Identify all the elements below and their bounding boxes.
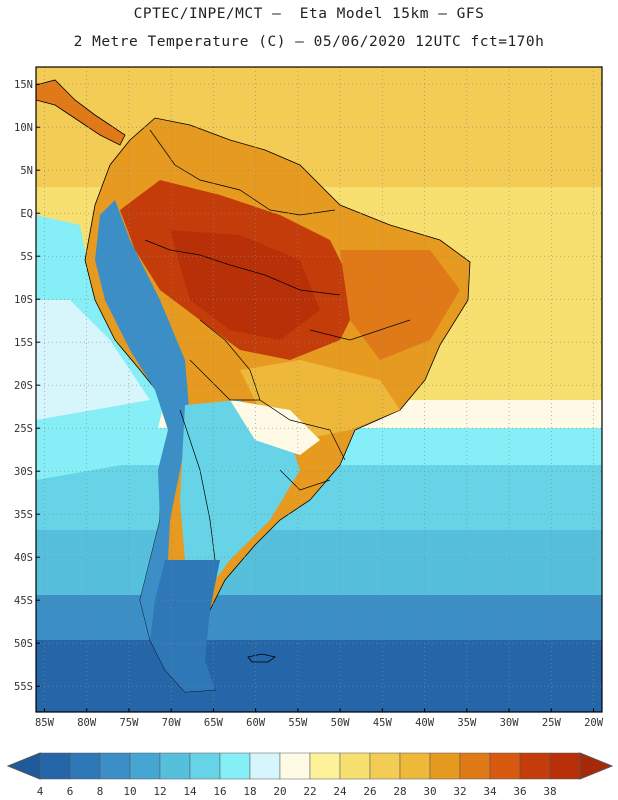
colorbar-label: 32 (453, 785, 466, 798)
lon-tick-label: 55W (288, 717, 308, 729)
colorbar-label: 26 (363, 785, 376, 798)
colorbar-label: 18 (243, 785, 256, 798)
colorbar-label: 20 (273, 785, 286, 798)
colorbar-cell (99, 752, 131, 780)
warm-east (340, 250, 460, 360)
lon-tick-label: 30W (500, 717, 520, 729)
colorbar-cell (219, 752, 251, 780)
colorbar-low-arrow (6, 752, 41, 780)
colorbar-cell (489, 752, 521, 780)
lat-tick-label: 45S (14, 595, 33, 607)
colorbar-cell (159, 752, 191, 780)
lon-tick-label: 20W (584, 717, 604, 729)
lat-tick-label: 5N (20, 165, 33, 177)
lon-tick-label: 50W (331, 717, 351, 729)
lon-tick-label: 65W (204, 717, 224, 729)
lat-tick-label: 40S (14, 552, 33, 564)
colorbar-label: 6 (67, 785, 74, 798)
lat-tick-label: 50S (14, 638, 33, 650)
latitude-axis: 15N 10N 5N EQ 5S 10S 15S 20S 25S 30S 35S 40S 45S 50S 5… (14, 79, 40, 693)
lon-tick-label: 40W (415, 717, 435, 729)
lat-tick-label: 15N (14, 79, 33, 91)
colorbar-label: 38 (543, 785, 556, 798)
lat-tick-label: EQ (20, 208, 33, 220)
lat-tick-label: 5S (20, 251, 33, 263)
colorbar-cell (249, 752, 281, 780)
colorbar-label: 12 (153, 785, 166, 798)
map-title-line-1: CPTEC/INPE/MCT – Eta Model 15km – GFS (133, 6, 485, 22)
colorbar-cell (369, 752, 401, 780)
lat-tick-label: 15S (14, 337, 33, 349)
chaco-mild (230, 400, 320, 455)
pacific-mild-band (36, 300, 150, 420)
lat-tick-label: 35S (14, 509, 33, 521)
colorbar-cell (459, 752, 491, 780)
colorbar: 4 6 8 10 12 14 16 18 20 22 24 26 28 30 32 34 36 38 (6, 752, 614, 798)
colorbar-label: 36 (513, 785, 526, 798)
colorbar-label: 16 (213, 785, 226, 798)
colorbar-label: 22 (303, 785, 316, 798)
colorbar-cell (549, 752, 581, 780)
colorbar-cell (279, 752, 311, 780)
colorbar-label: 4 (37, 785, 44, 798)
lat-tick-label: 25S (14, 423, 33, 435)
colorbar-label: 10 (123, 785, 136, 798)
colorbar-cell (69, 752, 101, 780)
lon-tick-label: 45W (373, 717, 393, 729)
colorbar-cell (189, 752, 221, 780)
map-frame (35, 66, 603, 713)
colorbar-label: 24 (333, 785, 347, 798)
ocean-band-8 (36, 595, 602, 645)
andes-cold (95, 200, 190, 640)
lon-tick-label: 80W (77, 717, 97, 729)
lon-tick-label: 35W (457, 717, 477, 729)
colorbar-cell (39, 752, 71, 780)
ocean-band-12 (36, 530, 602, 600)
colorbar-high-arrow (579, 752, 614, 780)
map-title-line-2: 2 Metre Temperature (C) – 05/06/2020 12U… (73, 34, 545, 50)
lat-tick-label: 10N (14, 122, 33, 134)
lat-tick-label: 10S (14, 294, 33, 306)
colorbar-cell (129, 752, 161, 780)
colorbar-label: 8 (97, 785, 104, 798)
lon-tick-label: 85W (35, 717, 55, 729)
lat-tick-label: 20S (14, 380, 33, 392)
lon-tick-label: 75W (119, 717, 139, 729)
patagonia-cold (150, 560, 220, 692)
colorbar-cell (429, 752, 461, 780)
colorbar-label: 34 (483, 785, 497, 798)
southern-cone-mild (180, 400, 300, 600)
colorbar-cell (519, 752, 551, 780)
temperature-map: 15N 10N 5N EQ 5S 10S 15S 20S 25S 30S 35S 40S 45S 50S 5… (14, 66, 604, 729)
longitude-axis: 85W 80W 75W 70W 65W 60W 55W 50W 45W 40W 35W 30W 25W 2… (35, 708, 604, 729)
lon-tick-label: 60W (246, 717, 266, 729)
colorbar-cell (309, 752, 341, 780)
lon-tick-label: 70W (162, 717, 182, 729)
ocean-band-4 (36, 640, 602, 712)
colorbar-cell (399, 752, 431, 780)
colorbar-label: 28 (393, 785, 406, 798)
central-america (36, 79, 126, 146)
lat-tick-label: 55S (14, 681, 33, 693)
lon-tick-label: 25W (542, 717, 562, 729)
falkland-islands (247, 653, 276, 663)
colorbar-cell (339, 752, 371, 780)
country-borders (144, 129, 411, 561)
colorbar-label: 30 (423, 785, 436, 798)
lat-tick-label: 30S (14, 466, 33, 478)
colorbar-label: 14 (183, 785, 197, 798)
